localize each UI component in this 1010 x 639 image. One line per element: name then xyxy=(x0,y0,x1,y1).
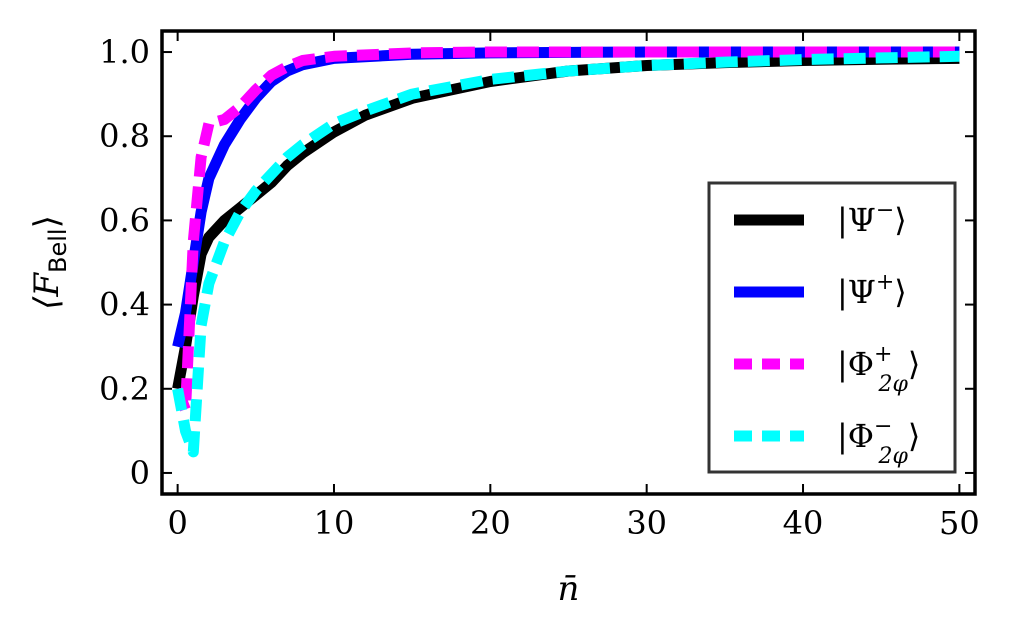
series-layer xyxy=(172,46,960,458)
y-axis-label: ⟨FBell⟩ xyxy=(27,215,72,310)
y-tick-label: 1.0 xyxy=(99,33,150,71)
legend: |Ψ−⟩ |Ψ+⟩ |Φ+ 2φ⟩ |Φ− 2φ⟩ xyxy=(707,181,957,474)
x-tick-label: 0 xyxy=(167,504,187,542)
y-tick-label: 0.4 xyxy=(99,286,150,324)
legend-label-1: |Ψ−⟩ xyxy=(837,198,907,239)
series-line-4 xyxy=(172,50,960,458)
y-tick-label: 0.2 xyxy=(99,370,150,408)
y-tick-label: 0 xyxy=(130,454,150,492)
x-tick-label: 40 xyxy=(783,504,824,542)
labels-layer: 0 10 20 30 40 50 0 0.2 0.4 0.6 0.8 1.0 n̄ ⟨FBell⟩ xyxy=(27,33,980,609)
plot-frame xyxy=(160,29,977,496)
x-axis-label: n̄ xyxy=(558,569,580,609)
x-tick-label: 30 xyxy=(626,504,667,542)
y-tick-label: 0.6 xyxy=(99,201,150,239)
x-tick-label: 50 xyxy=(939,504,980,542)
x-tick-label: 20 xyxy=(470,504,511,542)
y-tick-label: 0.8 xyxy=(99,117,150,155)
legend-label-4: |Φ− 2φ⟩ xyxy=(837,414,920,469)
legend-label-3: |Φ+ 2φ⟩ xyxy=(837,342,920,397)
legend-box xyxy=(707,181,957,474)
x-tick-label: 10 xyxy=(314,504,355,542)
series-line-3 xyxy=(172,46,960,416)
legend-label-2: |Ψ+⟩ xyxy=(837,270,907,311)
